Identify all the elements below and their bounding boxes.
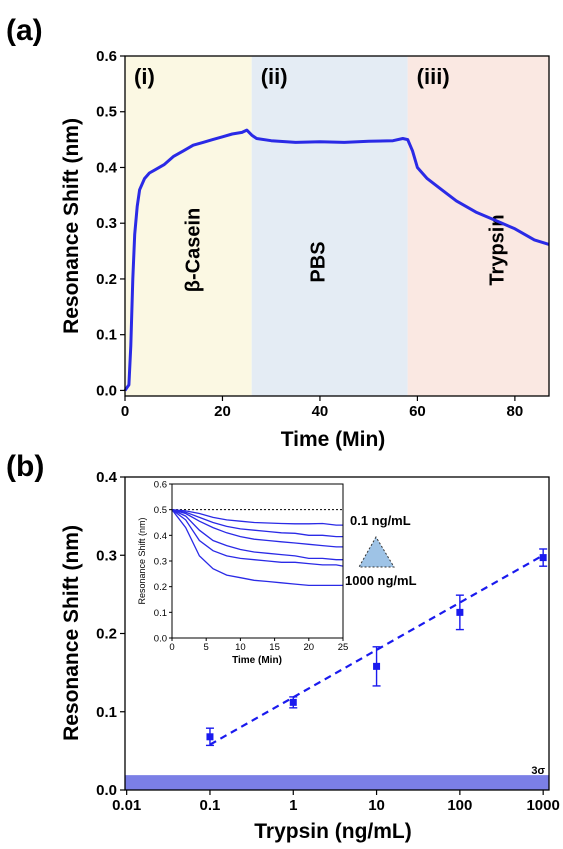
inset-x-tick-label-5: 25	[338, 642, 349, 653]
panel-b-y-tick-label-2: 0.2	[96, 626, 117, 643]
panel-label-a: (a)	[6, 14, 43, 47]
panel-a-x-tick-label-3: 60	[409, 403, 426, 420]
region-label-1: (i)	[134, 64, 155, 89]
panel-a-series-line	[123, 128, 550, 392]
panel-a-line	[123, 128, 550, 392]
panel-b-x-tick-label-4: 100	[447, 797, 472, 814]
panel-a-y-axis-label: Resonance Shift (nm)	[60, 118, 83, 334]
panel-a-frame	[124, 55, 550, 397]
panel-b-y-tick-label-0: 0.0	[96, 782, 117, 799]
region-name-1: β-Casein	[182, 208, 204, 292]
panel-b-x-tick-label-3: 10	[368, 797, 385, 814]
panel-b-y-tick-label-4: 0.4	[96, 469, 118, 486]
data-point-1	[289, 698, 297, 706]
panel-b-y-axis-label: Resonance Shift (nm)	[60, 525, 83, 741]
region-name-3: Trypsin	[486, 214, 508, 285]
inset-x-tick-label-1: 5	[204, 642, 209, 653]
inset-ticks: 0 5 10 15 20 25 0.0 0.1 0.2 0.3 0.4 0.5 0.6	[154, 480, 349, 654]
concentration-triangle-icon	[358, 536, 395, 568]
panel-b-x-tick-label-2: 1	[289, 797, 297, 814]
region-label-2: (ii)	[261, 64, 288, 89]
inset-y-tick-label-3: 0.3	[154, 557, 167, 568]
panel-a-x-tick-label-4: 80	[507, 403, 524, 420]
region-name-2: PBS	[308, 241, 330, 282]
panel-a-y-tick-label-2: 0.2	[96, 271, 117, 288]
panel-a-regions	[125, 56, 549, 396]
panel-a-x-tick-label-0: 0	[121, 403, 129, 420]
inset-y-tick-label-5: 0.5	[154, 505, 167, 516]
panel-b-fit-line	[209, 554, 544, 746]
panel-b-y-tick-label-3: 0.3	[96, 547, 117, 564]
inset-series-line-2	[171, 509, 343, 548]
inset-series-line-1	[171, 509, 343, 538]
inset-annotation-top: 0.1 ng/mL	[350, 513, 411, 528]
inset-series-line-3	[171, 509, 343, 561]
inset-y-tick-label-6: 0.6	[154, 480, 167, 491]
region-label-3: (iii)	[417, 64, 450, 89]
panel-a-y-tick-label-1: 0.1	[96, 327, 117, 344]
data-point-0	[206, 733, 214, 741]
inset-x-tick-label-3: 15	[269, 642, 280, 653]
inset-lines	[171, 509, 344, 587]
panel-a-y-tick-label-0: 0.0	[96, 382, 117, 399]
inset-chart: 0 5 10 15 20 25 0.0 0.1 0.2 0.3 0.4 0.5 0.6 Time (Mi…	[131, 480, 417, 666]
inset-series-line-0	[171, 509, 343, 526]
data-point-4	[539, 554, 547, 562]
inset-y-tick-label-2: 0.2	[154, 582, 167, 593]
inset-y-tick-label-4: 0.4	[154, 531, 167, 542]
data-point-3	[456, 608, 464, 616]
panel-a-y-tick-label-3: 0.3	[96, 215, 117, 232]
inset-x-tick-label-4: 20	[304, 642, 315, 653]
panel-b-points	[205, 548, 548, 747]
panel-a-region-labels: (i) β-Casein (ii) PBS (iii) Trypsin	[134, 64, 508, 292]
region-band-2	[251, 56, 408, 396]
panel-b-threshold-band	[125, 775, 549, 790]
inset-series-line-5	[171, 509, 343, 587]
threshold-band-label: 3σ	[531, 765, 545, 777]
panel-b-x-tick-label-0: 0.01	[112, 797, 141, 814]
inset-x-tick-label-0: 0	[169, 642, 174, 653]
panel-label-b: (b)	[6, 450, 44, 483]
panel-a-ticks: 0 20 40 60 80 0.0 0.1 0.2 0.3 0.4 0.5 0.6	[96, 48, 523, 420]
inset-y-tick-label-1: 0.1	[154, 608, 167, 619]
panel-a-y-tick-label-6: 0.6	[96, 48, 117, 65]
inset-annotation-bottom: 1000 ng/mL	[345, 573, 417, 588]
panel-a-chart: (i) β-Casein (ii) PBS (iii) Trypsin 0 20 40 60 80…	[60, 48, 550, 451]
panel-b-x-tick-label-1: 0.1	[200, 797, 221, 814]
inset-series-line-4	[171, 509, 344, 567]
inset-x-axis-label: Time (Min)	[232, 655, 282, 666]
region-band-1	[125, 56, 252, 396]
panel-a-x-tick-label-1: 20	[214, 403, 231, 420]
fit-line	[209, 554, 544, 746]
panel-b-y-tick-label-1: 0.1	[96, 704, 117, 721]
inset-y-tick-label-0: 0.0	[154, 634, 167, 645]
panel-a-x-tick-label-2: 40	[312, 403, 329, 420]
panel-b-x-axis-label: Trypsin (ng/mL)	[254, 820, 412, 843]
region-band-3	[407, 56, 549, 396]
panel-a-x-axis-label: Time (Min)	[281, 428, 386, 451]
panel-b-x-tick-label-5: 1000	[526, 797, 559, 814]
threshold-band-rect	[125, 775, 549, 790]
inset-x-tick-label-2: 10	[235, 642, 246, 653]
panel-a-y-tick-label-4: 0.4	[96, 159, 118, 176]
data-point-2	[373, 662, 381, 670]
panel-a-y-tick-label-5: 0.5	[96, 104, 117, 121]
inset-y-axis-label: Resonance Shift (nm)	[137, 517, 147, 604]
